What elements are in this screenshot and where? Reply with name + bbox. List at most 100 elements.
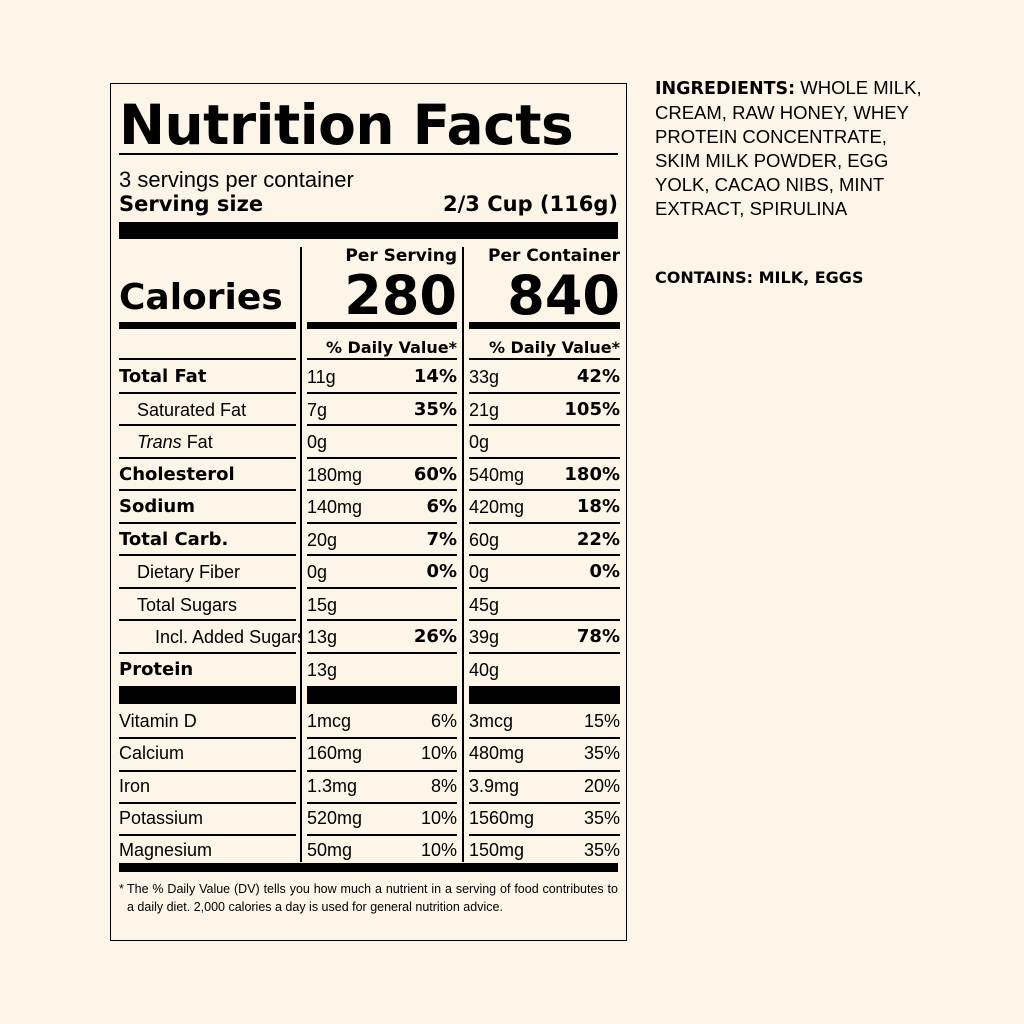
container-amount: 45g — [469, 594, 500, 615]
nutrient-name-italic: Trans — [137, 432, 182, 452]
nutrient-name-text: Total Sugars — [137, 594, 238, 615]
vitamin-name: Calcium — [119, 743, 185, 764]
row-divider — [469, 456, 620, 459]
container-amount: 3.9mg — [469, 775, 520, 796]
serving-amount: 0g — [307, 562, 328, 582]
allergen-statement: CONTAINS: MILK, EGGS — [655, 268, 864, 287]
serving-amount: 11g — [307, 367, 336, 387]
nutrient-name: Total Carb. — [119, 529, 300, 551]
container-amount: 0g — [469, 562, 490, 582]
row-divider — [119, 489, 296, 491]
thick-divider — [119, 222, 618, 239]
row-divider — [119, 424, 296, 426]
serving-daily-value: 26% — [413, 626, 457, 647]
calories-label: Calories — [119, 277, 283, 318]
divider — [119, 153, 618, 155]
nutrient-name: Protein — [119, 659, 300, 681]
container-daily-value: 35% — [583, 743, 620, 764]
container-amount: 480mg — [469, 743, 525, 764]
row-divider — [119, 619, 296, 621]
nutrition-facts-label: Nutrition Facts 3 servings per container… — [110, 83, 627, 941]
row-divider — [307, 424, 457, 426]
row-divider — [119, 554, 296, 556]
container-daily-value: 0% — [589, 561, 620, 582]
per-serving-header: Per Serving — [345, 246, 457, 266]
row-divider — [307, 521, 457, 524]
row-divider — [307, 769, 457, 772]
nutrient-name: Cholesterol — [119, 464, 300, 486]
container-amount: 60g — [469, 529, 500, 550]
container-daily-value: 78% — [576, 626, 620, 647]
serving-daily-value: 6% — [426, 496, 457, 517]
footnote-text: The % Daily Value (DV) tells you how muc… — [127, 882, 618, 914]
container-amount: 33g — [469, 367, 500, 387]
nutrient-name-text: Protein — [119, 658, 194, 680]
container-daily-value: 15% — [583, 711, 620, 731]
container-amount: 1560mg — [469, 807, 535, 828]
nutrient-name-text: Saturated Fat — [137, 399, 247, 420]
nutrient-name: Sodium — [119, 496, 300, 518]
container-daily-value: 105% — [564, 398, 620, 420]
row-divider — [307, 801, 457, 804]
vitamin-name: Vitamin D — [119, 711, 197, 731]
row-divider — [307, 737, 457, 740]
row-divider — [469, 834, 620, 837]
row-divider — [469, 801, 620, 804]
serving-size-value: 2/3 Cup (116g) — [443, 192, 618, 216]
footnote: * The % Daily Value (DV) tells you how m… — [119, 880, 618, 916]
serving-daily-value: 10% — [420, 840, 457, 861]
nutrient-name-text: Total Fat — [119, 366, 207, 387]
calories-per-serving: 280 — [344, 264, 457, 327]
serving-daily-value: 14% — [413, 366, 457, 387]
row-divider — [119, 358, 296, 360]
nutrient-name-text: Sodium — [119, 496, 195, 517]
row-divider — [119, 651, 296, 654]
serving-daily-value: 10% — [420, 743, 457, 764]
serving-amount: 140mg — [307, 497, 363, 517]
row-divider — [119, 456, 296, 459]
serving-daily-value: 6% — [430, 711, 457, 731]
row-divider — [307, 391, 457, 394]
nutrient-name: Total Sugars — [137, 594, 300, 616]
container-daily-value: 22% — [576, 528, 620, 550]
row-divider — [469, 489, 620, 491]
container-daily-value: 180% — [564, 463, 620, 485]
row-divider — [119, 801, 296, 804]
container-daily-value: 18% — [576, 496, 620, 517]
calories-rule — [307, 322, 457, 329]
nutrient-name-text: Cholesterol — [119, 463, 235, 485]
row-divider — [119, 586, 296, 589]
nutrient-name: Incl. Added Sugars — [155, 626, 300, 648]
row-divider — [307, 358, 457, 360]
serving-amount: 15g — [307, 594, 338, 615]
container-amount: 40g — [469, 659, 500, 680]
serving-size-label: Serving size — [119, 192, 264, 216]
row-divider — [307, 834, 457, 837]
row-divider — [119, 737, 296, 740]
container-amount: 3mcg — [469, 711, 514, 731]
row-divider — [469, 554, 620, 556]
serving-amount: 50mg — [307, 840, 353, 861]
row-divider — [307, 554, 457, 556]
per-container-header: Per Container — [488, 246, 620, 266]
calories-rule — [469, 322, 620, 329]
serving-daily-value: 0% — [426, 561, 457, 582]
vitamin-name: Iron — [119, 775, 151, 796]
row-divider — [307, 489, 457, 491]
ingredients: INGREDIENTS: WHOLE MILK, CREAM, RAW HONE… — [655, 76, 935, 221]
column-divider — [300, 247, 302, 862]
row-divider — [119, 686, 296, 704]
row-divider — [469, 358, 620, 360]
row-divider — [307, 651, 457, 654]
row-divider — [119, 521, 296, 524]
container-amount: 39g — [469, 627, 500, 647]
row-divider — [469, 619, 620, 621]
label-title: Nutrition Facts — [119, 93, 574, 157]
row-divider — [307, 456, 457, 459]
nutrient-name: Total Fat — [119, 366, 300, 388]
footnote-star: * — [119, 882, 124, 896]
nutrient-name: Trans Fat — [137, 431, 300, 453]
serving-amount: 180mg — [307, 464, 363, 485]
row-divider — [469, 586, 620, 589]
serving-amount: 520mg — [307, 807, 363, 828]
